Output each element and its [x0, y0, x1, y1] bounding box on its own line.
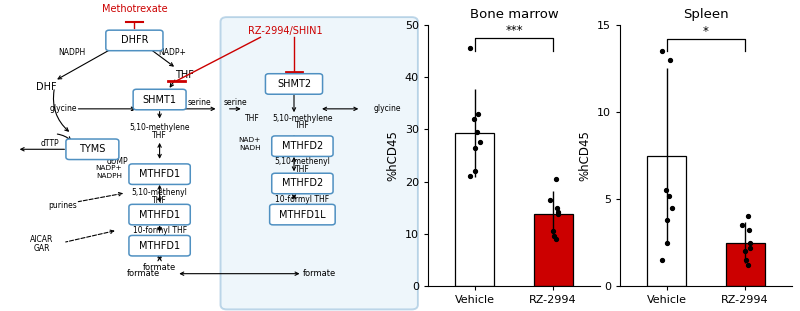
Title: Spleen: Spleen [683, 8, 729, 21]
Title: Bone marrow: Bone marrow [470, 8, 558, 21]
Text: TYMS: TYMS [79, 144, 106, 154]
Text: MTHFD1L: MTHFD1L [279, 210, 326, 220]
Text: formate: formate [302, 269, 336, 278]
Text: ***: *** [505, 24, 523, 37]
Text: dTMP: dTMP [66, 139, 86, 147]
Text: NADPH: NADPH [96, 173, 122, 179]
FancyBboxPatch shape [272, 173, 333, 194]
Text: DHFR: DHFR [121, 35, 148, 45]
Text: 5,10-methylene: 5,10-methylene [272, 114, 333, 123]
Text: glycine: glycine [374, 104, 402, 113]
Text: SHMT1: SHMT1 [142, 95, 177, 104]
FancyBboxPatch shape [106, 30, 163, 51]
Text: THF: THF [245, 114, 259, 123]
FancyBboxPatch shape [272, 136, 333, 156]
FancyBboxPatch shape [129, 235, 190, 256]
Text: serine: serine [188, 98, 211, 107]
FancyBboxPatch shape [66, 139, 119, 160]
Text: purines: purines [49, 201, 78, 210]
Text: 5,10-methenyl: 5,10-methenyl [132, 188, 187, 197]
Bar [534, 214, 573, 286]
Text: MTHFD2: MTHFD2 [282, 141, 323, 151]
Text: NAD+: NAD+ [238, 137, 261, 143]
Text: MTHFD2: MTHFD2 [282, 179, 323, 188]
FancyBboxPatch shape [129, 204, 190, 225]
Text: THF: THF [152, 196, 167, 205]
FancyBboxPatch shape [266, 74, 322, 94]
FancyBboxPatch shape [270, 204, 335, 225]
Y-axis label: %hCD45: %hCD45 [386, 130, 399, 181]
Text: NADP+: NADP+ [95, 165, 122, 171]
Text: serine: serine [223, 98, 247, 107]
Text: RZ-2994/SHIN1: RZ-2994/SHIN1 [248, 26, 323, 36]
Text: THF: THF [295, 165, 310, 174]
Text: SHMT2: SHMT2 [277, 79, 311, 89]
Text: MTHFD1: MTHFD1 [139, 169, 180, 179]
Bar [647, 156, 686, 286]
Text: DHF: DHF [36, 82, 57, 92]
Text: formate: formate [143, 263, 176, 272]
Text: THF: THF [295, 122, 310, 130]
Text: formate: formate [126, 269, 160, 278]
Text: MTHFD1: MTHFD1 [139, 241, 180, 251]
Bar [455, 133, 494, 286]
FancyBboxPatch shape [221, 17, 418, 309]
Text: THF: THF [152, 131, 167, 140]
Text: AICAR: AICAR [30, 235, 54, 244]
Text: NADPH: NADPH [58, 49, 85, 57]
Y-axis label: %hCD45: %hCD45 [578, 130, 591, 181]
Text: *: * [703, 25, 709, 38]
Bar [726, 243, 765, 286]
FancyBboxPatch shape [129, 164, 190, 184]
Text: dUMP: dUMP [106, 157, 129, 166]
Text: 10-formyl THF: 10-formyl THF [133, 226, 186, 234]
Text: MTHFD1: MTHFD1 [139, 210, 180, 220]
Text: glycine: glycine [50, 104, 77, 113]
Text: THF: THF [175, 70, 194, 80]
Text: 10-formyl THF: 10-formyl THF [275, 195, 330, 203]
Text: GAR: GAR [34, 244, 50, 253]
Text: NADP+: NADP+ [158, 49, 186, 57]
Text: 5,10-methylene: 5,10-methylene [130, 123, 190, 132]
Text: 5,10-methenyl: 5,10-methenyl [274, 157, 330, 166]
Text: dTTP: dTTP [41, 139, 60, 147]
Text: NADH: NADH [238, 145, 261, 151]
Text: Methotrexate: Methotrexate [102, 4, 167, 14]
FancyBboxPatch shape [133, 89, 186, 110]
